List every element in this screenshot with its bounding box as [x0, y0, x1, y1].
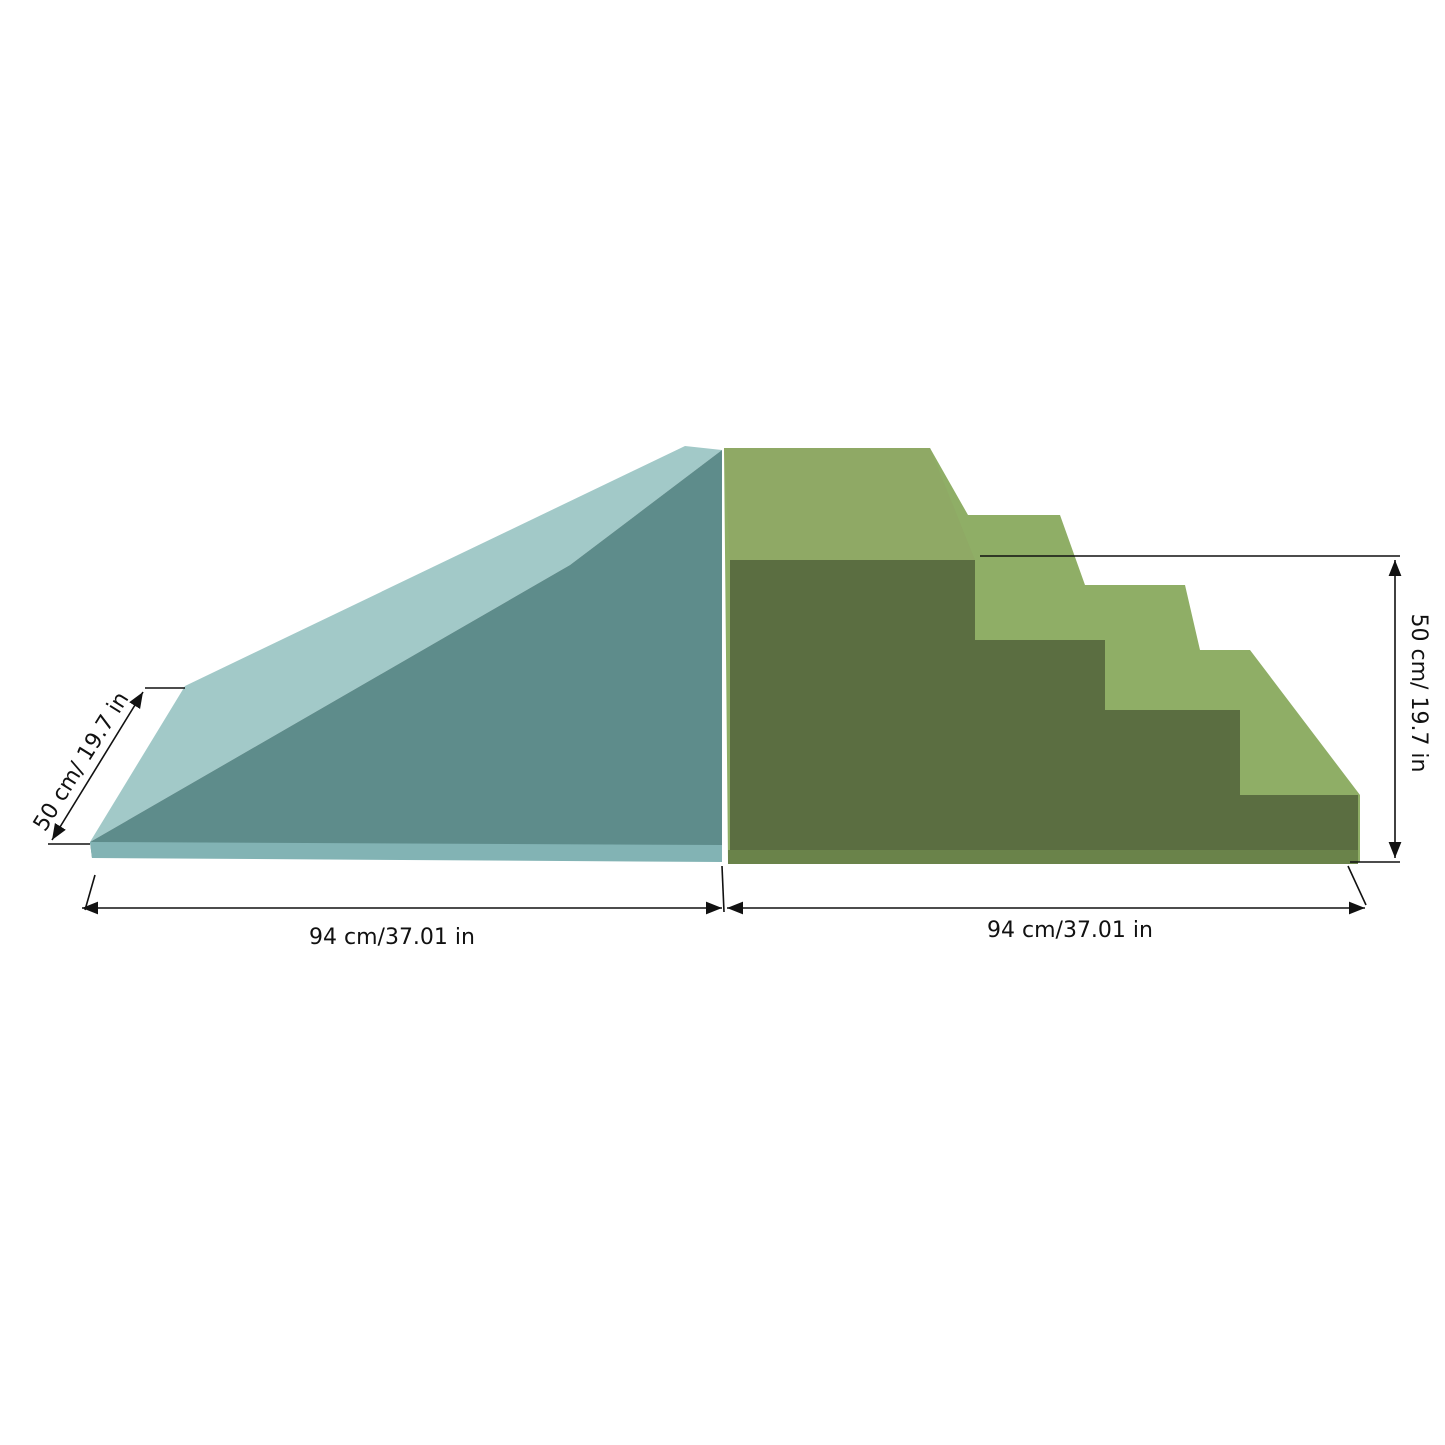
dimension-lines	[48, 555, 1402, 915]
stairs-length-label: 94 cm/37.01 in	[987, 918, 1153, 943]
ramp-length-label: 94 cm/37.01 in	[309, 925, 475, 950]
stairs-height-label: 50 cm/ 19.7 in	[1406, 614, 1431, 773]
stairs	[724, 448, 1360, 864]
ramp	[90, 446, 722, 862]
